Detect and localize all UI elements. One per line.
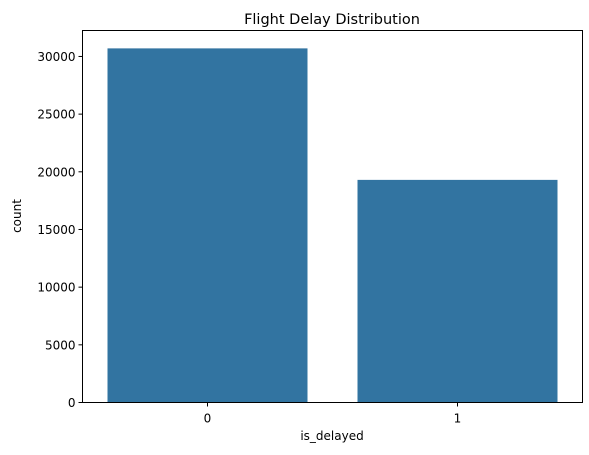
bar-1 <box>357 179 558 403</box>
y-tick-label: 30000 <box>37 50 75 64</box>
chart-title: Flight Delay Distribution <box>244 12 420 28</box>
y-tick-label: 10000 <box>37 281 75 295</box>
y-tick-label: 20000 <box>37 165 75 179</box>
x-tick-label: 1 <box>454 412 462 426</box>
x-axis-label: is_delayed <box>300 429 363 443</box>
bars <box>107 48 558 403</box>
y-tick-label: 0 <box>68 396 76 410</box>
y-tick-label: 15000 <box>37 223 75 237</box>
y-tick-label: 25000 <box>37 108 75 122</box>
y-axis-label: count <box>10 199 24 233</box>
y-axis-ticks: 0 5000 10000 15000 20000 25000 30000 <box>37 50 83 410</box>
y-tick-label: 5000 <box>45 338 76 352</box>
x-tick-label: 0 <box>204 412 212 426</box>
bar-0 <box>107 48 308 403</box>
plot-frame <box>82 30 583 403</box>
